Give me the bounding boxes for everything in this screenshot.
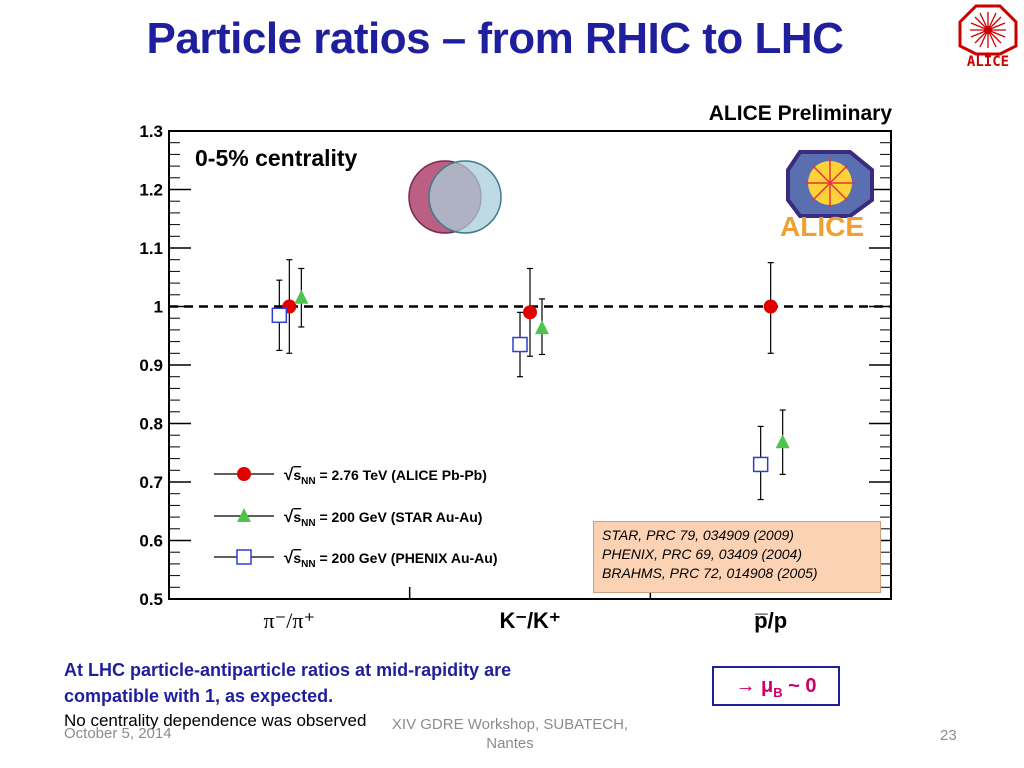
data-point-triangle <box>294 289 309 304</box>
y-tick-label: 0.7 <box>139 473 163 492</box>
legend-label: √sNN = 200 GeV (PHENIX Au-Au) <box>284 548 498 570</box>
reference-phenix: PHENIX, PRC 69, 03409 (2004) <box>602 546 802 562</box>
legend-marker-triangle <box>237 508 251 522</box>
data-point-square <box>271 307 288 324</box>
reference-brahms: BRAHMS, PRC 72, 014908 (2005) <box>602 565 818 581</box>
footer-page-number: 23 <box>940 727 957 744</box>
legend-label: √sNN = 2.76 TeV (ALICE Pb-Pb) <box>284 465 487 487</box>
y-tick-label: 0.8 <box>139 415 163 434</box>
alice-detector-logo: ALICE <box>780 150 874 242</box>
alice-logo-label: ALICE <box>966 54 1010 70</box>
centrality-label: 0-5% centrality <box>195 145 358 171</box>
x-category-label: p̅/p <box>754 608 787 633</box>
y-tick-label: 1.1 <box>139 239 163 258</box>
legend-marker-circle <box>237 467 251 481</box>
legend-marker-square <box>236 549 252 565</box>
references-box: STAR, PRC 79, 034909 (2009) PHENIX, PRC … <box>593 521 881 593</box>
footer-event-line-1: XIV GDRE Workshop, SUBATECH, <box>391 716 629 733</box>
y-tick-label: 1 <box>154 298 163 317</box>
data-point-square <box>512 336 528 353</box>
overlap-circles-icon <box>408 160 502 234</box>
data-point-square <box>752 456 769 473</box>
conclusion-line-1: At LHC particle-antiparticle ratios at m… <box>64 660 512 680</box>
legend-label: √sNN = 200 GeV (STAR Au-Au) <box>284 507 482 529</box>
footer-event-line-2: Nantes <box>486 735 534 752</box>
conclusion-text: At LHC particle-antiparticle ratios at m… <box>64 657 664 709</box>
data-point-triangle <box>535 320 549 335</box>
y-tick-label: 0.6 <box>139 532 163 551</box>
footer-date: October 5, 2014 <box>64 725 172 742</box>
reference-star: STAR, PRC 79, 034909 (2009) <box>602 527 794 543</box>
conclusion-line-2: compatible with 1, as expected. <box>64 686 334 706</box>
footer-event: XIV GDRE Workshop, SUBATECH, Nantes <box>370 715 650 753</box>
mu-b-text: → μB ~ 0 <box>735 675 817 700</box>
x-category-label: K⁻/K⁺ <box>499 608 560 633</box>
data-point-circle <box>763 299 778 314</box>
slide-title: Particle ratios – from RHIC to LHC <box>146 14 844 63</box>
y-tick-label: 0.9 <box>139 356 163 375</box>
data-point-triangle <box>775 434 790 449</box>
mu-b-box: → μB ~ 0 <box>712 666 840 706</box>
centrality-note: No centrality dependence was observed <box>64 711 367 730</box>
y-tick-label: 0.5 <box>139 590 163 609</box>
y-tick-label: 1.3 <box>139 122 163 141</box>
x-category-label: π⁻/π⁺ <box>264 608 316 633</box>
data-point-circle <box>523 305 537 320</box>
alice-logo-word: ALICE <box>780 211 864 242</box>
alice-preliminary-label: ALICE Preliminary <box>708 102 892 125</box>
alice-corner-logo <box>958 4 1018 56</box>
y-tick-label: 1.2 <box>139 181 163 200</box>
